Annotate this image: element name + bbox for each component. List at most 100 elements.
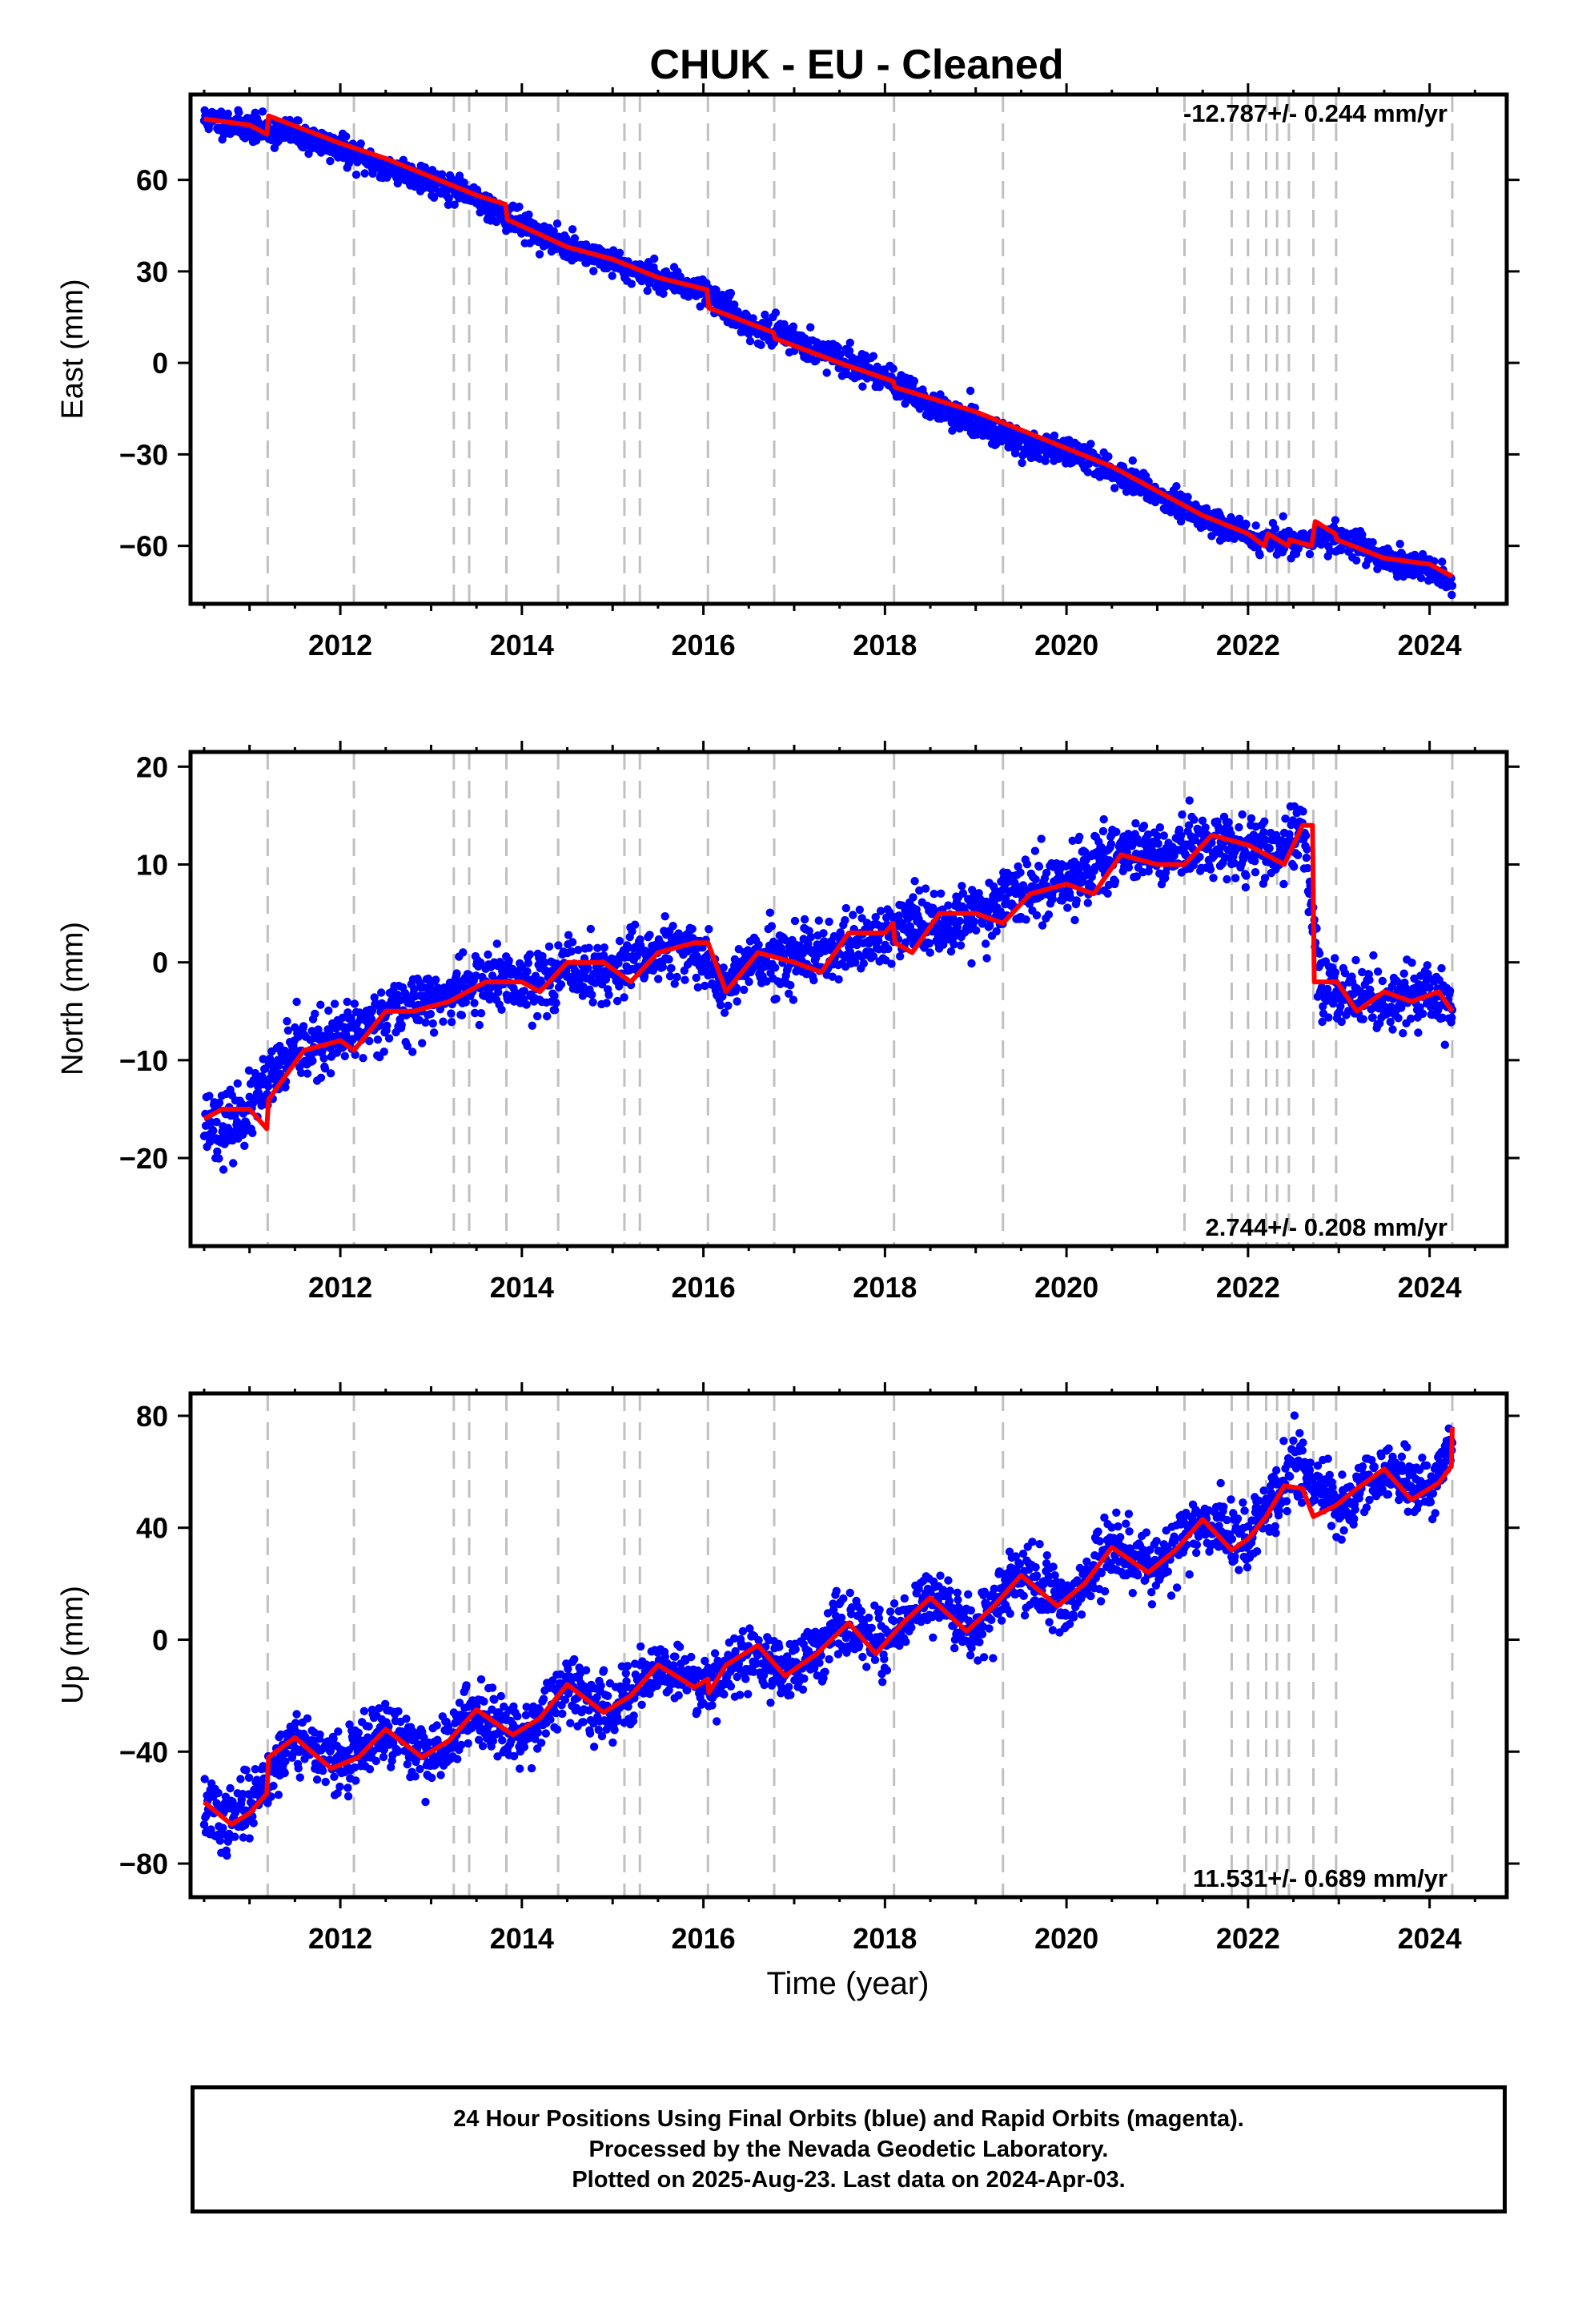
data-point xyxy=(742,311,751,320)
data-point xyxy=(771,963,780,972)
data-point xyxy=(1331,954,1339,963)
data-point xyxy=(1423,961,1432,970)
data-point xyxy=(350,999,359,1008)
data-point xyxy=(855,905,865,915)
data-point xyxy=(1410,974,1419,983)
data-point xyxy=(754,940,763,950)
data-point xyxy=(524,959,532,967)
data-point xyxy=(359,1054,367,1063)
data-point xyxy=(1139,822,1149,830)
data-point xyxy=(303,1069,312,1078)
data-point xyxy=(1106,839,1116,849)
data-point xyxy=(299,1022,308,1031)
data-point xyxy=(318,1047,327,1055)
data-point xyxy=(535,250,544,259)
data-point xyxy=(1293,850,1303,860)
data-point xyxy=(600,943,608,952)
data-point xyxy=(484,950,492,959)
data-point xyxy=(1122,487,1131,497)
data-point xyxy=(1230,858,1239,868)
data-point xyxy=(612,996,622,1006)
data-point xyxy=(524,210,533,219)
data-point xyxy=(471,1008,480,1018)
data-point xyxy=(1445,987,1455,995)
data-point xyxy=(1440,1040,1450,1049)
data-point xyxy=(295,1773,304,1782)
data-point xyxy=(377,988,386,997)
data-point xyxy=(365,1765,375,1774)
x-tick-label: 2016 xyxy=(672,629,736,661)
data-point xyxy=(1183,493,1192,501)
data-point xyxy=(267,1792,275,1801)
data-point xyxy=(1022,860,1032,869)
data-point xyxy=(654,975,663,983)
chart-title: CHUK - EU - Cleaned xyxy=(649,42,1063,88)
data-point xyxy=(283,1026,293,1035)
data-point xyxy=(381,1699,390,1708)
data-point xyxy=(452,969,461,978)
x-tick-label: 2016 xyxy=(672,1271,736,1304)
data-point xyxy=(324,1006,333,1015)
data-point xyxy=(806,323,815,332)
data-point xyxy=(1042,868,1051,878)
data-point xyxy=(383,1021,391,1031)
data-point xyxy=(767,922,777,931)
data-point xyxy=(757,340,765,349)
data-point xyxy=(1184,821,1194,830)
data-point xyxy=(334,1727,343,1736)
data-point xyxy=(956,941,966,950)
data-point xyxy=(1331,968,1340,977)
data-point xyxy=(620,993,628,1002)
data-point xyxy=(436,1005,445,1014)
data-point xyxy=(669,922,677,931)
y-tick-label: −60 xyxy=(119,530,168,563)
data-point xyxy=(1418,1009,1427,1019)
data-point xyxy=(1425,983,1434,992)
data-point xyxy=(219,1165,228,1174)
data-point xyxy=(554,941,563,950)
data-point xyxy=(476,958,485,967)
data-point xyxy=(894,911,904,920)
data-point xyxy=(1110,484,1119,493)
data-point xyxy=(244,1773,254,1782)
data-point xyxy=(716,1001,725,1010)
data-point xyxy=(693,983,702,992)
data-point xyxy=(628,927,636,936)
east-daily-positions xyxy=(199,106,1457,600)
data-point xyxy=(343,1783,352,1792)
data-point xyxy=(1034,862,1044,871)
data-point xyxy=(950,940,958,949)
data-point xyxy=(492,939,501,948)
data-point xyxy=(1303,845,1311,854)
data-point xyxy=(602,999,611,1007)
data-point xyxy=(720,1008,729,1017)
y-tick-label: 20 xyxy=(136,750,168,783)
data-point xyxy=(457,1011,467,1019)
data-point xyxy=(1086,440,1095,448)
data-point xyxy=(1447,581,1457,590)
data-point xyxy=(1072,896,1081,905)
data-point xyxy=(887,959,896,968)
data-point xyxy=(896,952,905,961)
data-point xyxy=(330,999,339,1008)
data-point xyxy=(1380,1002,1389,1011)
data-point xyxy=(1399,1029,1407,1038)
data-point xyxy=(777,943,786,953)
data-point xyxy=(459,948,468,957)
data-point xyxy=(658,963,667,971)
data-point xyxy=(1399,969,1408,978)
data-point xyxy=(665,955,673,964)
data-point xyxy=(643,286,652,296)
data-point xyxy=(1438,1013,1447,1023)
data-point xyxy=(849,911,857,919)
data-point xyxy=(1394,1014,1403,1023)
data-point xyxy=(316,1073,326,1083)
data-point xyxy=(946,947,956,956)
data-point xyxy=(1331,516,1340,525)
data-point xyxy=(330,1772,339,1781)
data-point xyxy=(1185,796,1194,805)
data-point xyxy=(1378,976,1387,986)
data-point xyxy=(1365,975,1374,984)
data-point xyxy=(1048,895,1058,903)
